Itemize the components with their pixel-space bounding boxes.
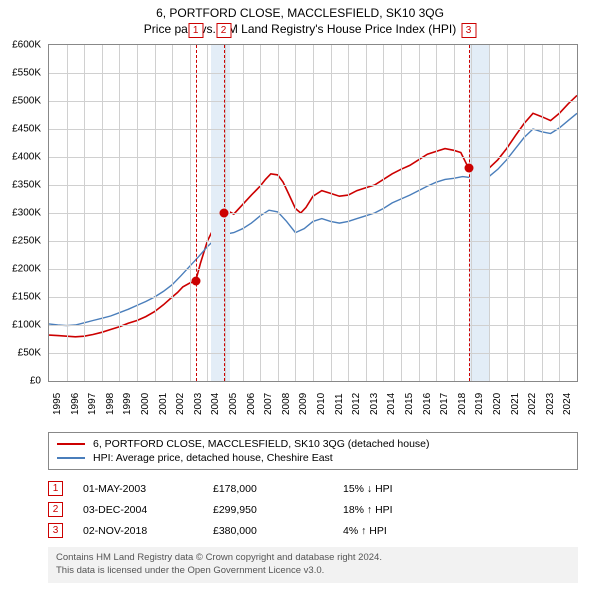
x-axis-label: 2011: [334, 393, 345, 415]
event-dot: [464, 164, 473, 173]
y-axis-label: £0: [0, 376, 41, 387]
chart-title: 6, PORTFORD CLOSE, MACCLESFIELD, SK10 3Q…: [0, 0, 600, 36]
footer-line: This data is licensed under the Open Gov…: [56, 565, 570, 578]
event-price: £178,000: [213, 483, 343, 495]
event-delta: 18% ↑ HPI: [343, 504, 473, 516]
y-axis-label: £350K: [0, 180, 41, 191]
x-axis-label: 2014: [386, 393, 397, 415]
y-axis-label: £450K: [0, 124, 41, 135]
x-axis-label: 2012: [351, 393, 362, 415]
y-axis-label: £100K: [0, 320, 41, 331]
y-axis-label: £50K: [0, 348, 41, 359]
x-axis-label: 2017: [439, 393, 450, 415]
event-date: 02-NOV-2018: [83, 525, 213, 537]
x-axis-label: 2020: [492, 393, 503, 415]
y-axis-label: £250K: [0, 236, 41, 247]
legend-item-hpi: HPI: Average price, detached house, Ches…: [57, 451, 569, 465]
event-date: 03-DEC-2004: [83, 504, 213, 516]
x-axis-label: 2021: [510, 393, 521, 415]
event-number-box: 2: [48, 502, 63, 517]
legend: 6, PORTFORD CLOSE, MACCLESFIELD, SK10 3Q…: [48, 432, 578, 470]
event-price: £380,000: [213, 525, 343, 537]
x-axis-label: 1997: [87, 393, 98, 415]
x-axis-label: 2005: [228, 393, 239, 415]
x-axis-label: 2001: [158, 393, 169, 415]
y-axis-label: £150K: [0, 292, 41, 303]
legend-swatch: [57, 443, 85, 445]
event-number-box: 1: [48, 481, 63, 496]
x-axis-label: 2003: [193, 393, 204, 415]
title-address: 6, PORTFORD CLOSE, MACCLESFIELD, SK10 3Q…: [0, 6, 600, 20]
event-row: 3 02-NOV-2018£380,0004% ↑ HPI: [48, 520, 578, 541]
y-axis-label: £400K: [0, 152, 41, 163]
x-axis-label: 2009: [298, 393, 309, 415]
x-axis-label: 2013: [369, 393, 380, 415]
footer-attribution: Contains HM Land Registry data © Crown c…: [48, 547, 578, 583]
x-axis-label: 2023: [545, 393, 556, 415]
y-axis-label: £600K: [0, 40, 41, 51]
x-axis-label: 2018: [457, 393, 468, 415]
x-axis-label: 2002: [175, 393, 186, 415]
event-marker: 3: [461, 23, 476, 38]
x-axis-label: 1999: [122, 393, 133, 415]
event-marker: 2: [216, 23, 231, 38]
event-price: £299,950: [213, 504, 343, 516]
y-axis-label: £300K: [0, 208, 41, 219]
legend-label: 6, PORTFORD CLOSE, MACCLESFIELD, SK10 3Q…: [93, 438, 430, 450]
x-axis-label: 2022: [527, 393, 538, 415]
legend-label: HPI: Average price, detached house, Ches…: [93, 452, 333, 464]
event-date: 01-MAY-2003: [83, 483, 213, 495]
event-row: 1 01-MAY-2003£178,00015% ↓ HPI: [48, 478, 578, 499]
x-axis-label: 2000: [140, 393, 151, 415]
price-chart: £0£50K£100K£150K£200K£250K£300K£350K£400…: [48, 44, 578, 382]
title-subtitle: Price paid vs. HM Land Registry's House …: [0, 22, 600, 36]
footer-line: Contains HM Land Registry data © Crown c…: [56, 552, 570, 565]
event-dot: [191, 277, 200, 286]
event-row: 2 03-DEC-2004£299,95018% ↑ HPI: [48, 499, 578, 520]
legend-swatch: [57, 457, 85, 459]
x-axis-label: 2019: [474, 393, 485, 415]
event-number-box: 3: [48, 523, 63, 538]
legend-item-property: 6, PORTFORD CLOSE, MACCLESFIELD, SK10 3Q…: [57, 437, 569, 451]
event-delta: 15% ↓ HPI: [343, 483, 473, 495]
event-dot: [219, 209, 228, 218]
event-marker: 1: [188, 23, 203, 38]
x-axis-label: 1998: [105, 393, 116, 415]
x-axis-label: 2004: [210, 393, 221, 415]
events-table: 1 01-MAY-2003£178,00015% ↓ HPI 2 03-DEC-200…: [48, 478, 578, 541]
x-axis-label: 2015: [404, 393, 415, 415]
x-axis-label: 1996: [70, 393, 81, 415]
y-axis-label: £550K: [0, 68, 41, 79]
y-axis-label: £200K: [0, 264, 41, 275]
x-axis-label: 2010: [316, 393, 327, 415]
x-axis-label: 2007: [263, 393, 274, 415]
event-delta: 4% ↑ HPI: [343, 525, 473, 537]
x-axis-label: 2024: [562, 393, 573, 415]
x-axis-label: 2008: [281, 393, 292, 415]
x-axis-label: 2006: [246, 393, 257, 415]
x-axis-label: 1995: [52, 393, 63, 415]
y-axis-label: £500K: [0, 96, 41, 107]
x-axis-label: 2016: [422, 393, 433, 415]
